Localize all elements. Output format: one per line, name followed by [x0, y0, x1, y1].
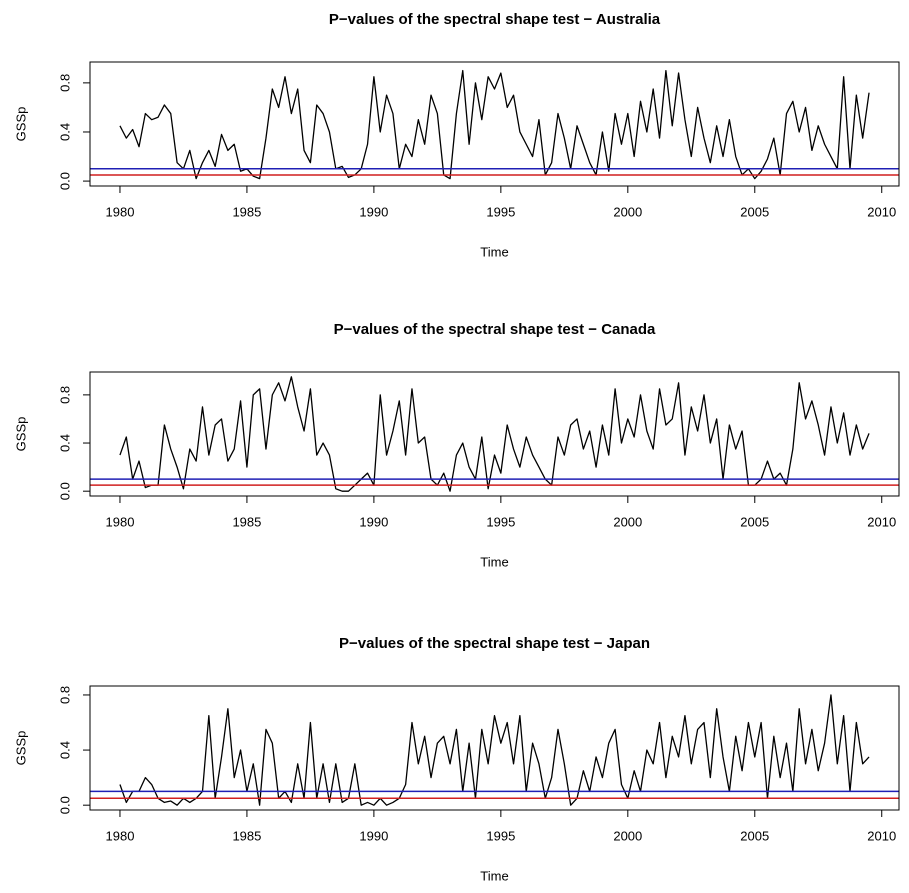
x-tick-label: 1985 [232, 514, 261, 529]
series-line [119, 69, 870, 180]
x-tick-label: 2010 [867, 204, 896, 219]
plot-frame [89, 685, 900, 811]
y-tick-label: 0.0 [57, 482, 72, 500]
y-tick-label: 0.8 [57, 386, 72, 404]
y-tick-label: 0.8 [57, 686, 72, 704]
y-axis-label: GSSp [13, 731, 28, 766]
x-axis-label: Time [480, 554, 508, 569]
x-tick-label: 1980 [106, 828, 135, 843]
x-tick-label: 1990 [359, 828, 388, 843]
x-tick-label: 1980 [106, 514, 135, 529]
y-tick-label: 0.4 [57, 123, 72, 141]
plot-frame [89, 371, 900, 497]
x-tick-label: 2005 [740, 514, 769, 529]
x-tick-label: 1985 [232, 828, 261, 843]
chart-title: P−values of the spectral shape test − Au… [329, 11, 661, 28]
y-tick-label: 0.4 [57, 434, 72, 452]
x-tick-label: 2010 [867, 828, 896, 843]
y-tick-label: 0.0 [57, 172, 72, 190]
chart-title: P−values of the spectral shape test − Ca… [334, 321, 656, 338]
y-axis-label: GSSp [13, 417, 28, 452]
y-tick-label: 0.0 [57, 796, 72, 814]
x-tick-label: 1990 [359, 514, 388, 529]
x-tick-label: 1995 [486, 204, 515, 219]
x-tick-label: 2010 [867, 514, 896, 529]
x-tick-label: 1990 [359, 204, 388, 219]
x-tick-label: 2005 [740, 204, 769, 219]
x-tick-label: 2000 [613, 828, 642, 843]
x-axis-label: Time [480, 868, 508, 883]
chart-title: P−values of the spectral shape test − Ja… [339, 635, 650, 652]
y-tick-label: 0.8 [57, 74, 72, 92]
x-tick-label: 2000 [613, 514, 642, 529]
y-tick-label: 0.4 [57, 741, 72, 759]
x-axis-label: Time [480, 244, 508, 259]
x-tick-label: 1995 [486, 828, 515, 843]
y-axis-label: GSSp [13, 107, 28, 142]
plot-frame [89, 61, 900, 187]
x-tick-label: 1980 [106, 204, 135, 219]
x-tick-label: 1985 [232, 204, 261, 219]
x-tick-label: 2000 [613, 204, 642, 219]
x-tick-label: 1995 [486, 514, 515, 529]
x-tick-label: 2005 [740, 828, 769, 843]
series-line [119, 376, 870, 492]
series-line [119, 694, 870, 806]
